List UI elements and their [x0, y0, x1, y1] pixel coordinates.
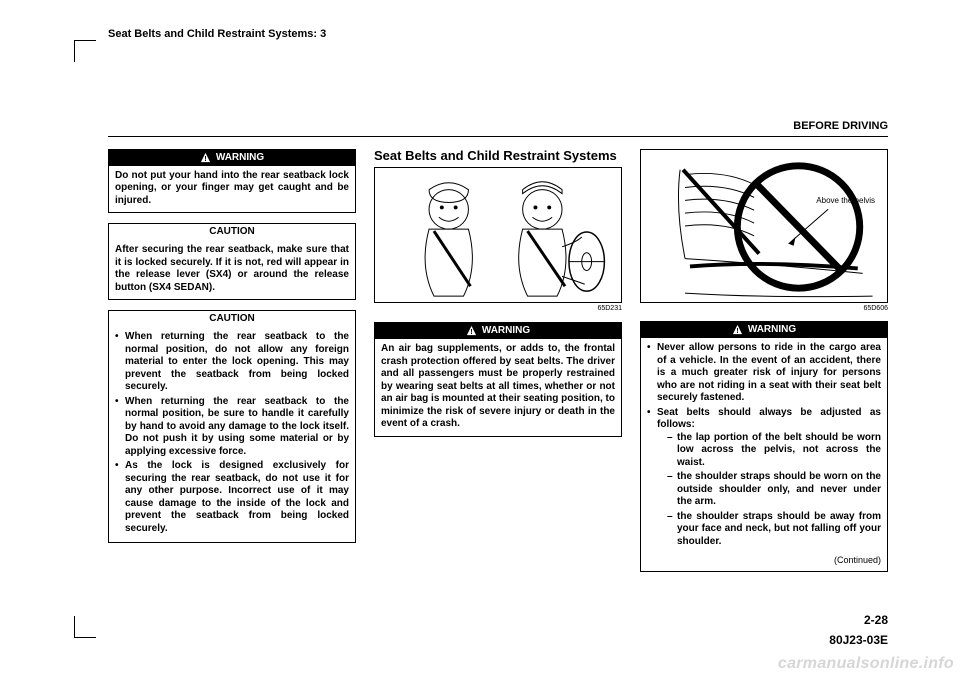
bullet-text: Seat belts should always be adjusted as …	[657, 407, 881, 431]
bullet-item: Never allow persons to ride in the cargo…	[647, 342, 881, 405]
bullet-item: When returning the rear seatback to the …	[115, 331, 349, 394]
caution-box: CAUTION When returning the rear seatback…	[108, 310, 356, 543]
page-number: 2-28	[864, 613, 888, 628]
sub-item: the shoulder straps should be worn on th…	[667, 471, 881, 509]
crop-mark	[74, 40, 96, 41]
figure-passengers	[374, 167, 622, 303]
figure-pelvis: Above the pelvis	[640, 149, 888, 303]
warning-title-bar: ! WARNING	[109, 150, 355, 166]
warning-icon: !	[466, 325, 477, 336]
warning-body: An air bag supplements, or adds to, the …	[375, 339, 621, 436]
continued-label: (Continued)	[641, 555, 887, 570]
warning-title-bar: ! WARNING	[375, 323, 621, 339]
svg-text:!: !	[470, 327, 472, 336]
column-3: Above the pelvis 65D606 ! WARNING Never …	[640, 149, 888, 582]
doc-number: 80J23-03E	[829, 633, 888, 648]
sub-item: the lap portion of the belt should be wo…	[667, 432, 881, 470]
column-1: ! WARNING Do not put your hand into the …	[108, 149, 356, 582]
running-head: Seat Belts and Child Restraint Systems: …	[108, 28, 888, 42]
section-head: BEFORE DRIVING	[108, 120, 888, 137]
section-heading: Seat Belts and Child Restraint Systems	[374, 149, 622, 164]
page: Seat Belts and Child Restraint Systems: …	[108, 28, 888, 650]
watermark: carmanualsonline.info	[778, 654, 954, 674]
sub-item: the shoulder straps should be away from …	[667, 511, 881, 549]
warning-box: ! WARNING An air bag supplements, or add…	[374, 322, 622, 437]
pelvis-label-text: Above the pelvis	[816, 196, 875, 206]
crop-mark	[74, 616, 75, 638]
warning-label: WARNING	[482, 325, 530, 336]
warning-box: ! WARNING Never allow persons to ride in…	[640, 321, 888, 571]
caution-body: When returning the rear seatback to the …	[109, 327, 355, 542]
warning-icon: !	[200, 152, 211, 163]
columns: ! WARNING Do not put your hand into the …	[108, 149, 888, 582]
warning-label: WARNING	[748, 324, 796, 335]
warning-body: Do not put your hand into the rear seatb…	[109, 166, 355, 213]
warning-label: WARNING	[216, 152, 264, 163]
bullet-item: When returning the rear seatback to the …	[115, 396, 349, 459]
svg-text:!: !	[204, 154, 206, 163]
warning-title-bar: ! WARNING	[641, 322, 887, 338]
warning-icon: !	[732, 324, 743, 335]
figure-code: 65D231	[374, 305, 622, 314]
column-2: Seat Belts and Child Restraint Systems	[374, 149, 622, 582]
bullet-item: Seat belts should always be adjusted as …	[647, 407, 881, 549]
caution-title: CAUTION	[109, 224, 355, 240]
warning-body: Never allow persons to ride in the cargo…	[641, 338, 887, 555]
figure-code: 65D606	[640, 305, 888, 314]
caution-box: CAUTION After securing the rear seatback…	[108, 223, 356, 300]
caution-body: After securing the rear seatback, make s…	[109, 240, 355, 299]
caution-title: CAUTION	[109, 311, 355, 327]
crop-mark	[74, 40, 75, 62]
bullet-item: As the lock is designed exclusively for …	[115, 460, 349, 535]
warning-box: ! WARNING Do not put your hand into the …	[108, 149, 356, 214]
svg-text:!: !	[736, 326, 738, 335]
crop-mark	[74, 637, 96, 638]
